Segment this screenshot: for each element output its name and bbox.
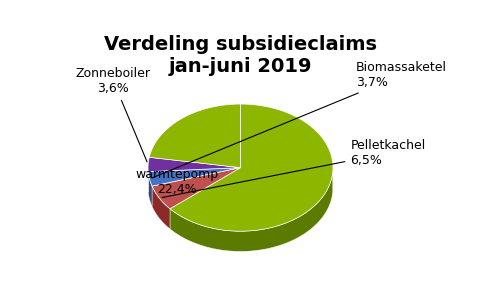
Polygon shape bbox=[149, 104, 240, 168]
Polygon shape bbox=[148, 172, 152, 206]
Polygon shape bbox=[152, 168, 240, 209]
Polygon shape bbox=[169, 172, 332, 251]
Polygon shape bbox=[152, 186, 169, 229]
Text: Pelletkachel
6,5%: Pelletkachel 6,5% bbox=[162, 139, 425, 198]
Polygon shape bbox=[169, 104, 332, 231]
Text: Biomassaketel
3,7%: Biomassaketel 3,7% bbox=[152, 61, 446, 178]
Polygon shape bbox=[148, 157, 240, 172]
Text: Zonneboiler
3,6%: Zonneboiler 3,6% bbox=[76, 67, 151, 162]
Text: Verdeling subsidieclaims
jan-juni 2019: Verdeling subsidieclaims jan-juni 2019 bbox=[104, 35, 376, 76]
Text: warmtepomp
22,4%: warmtepomp 22,4% bbox=[135, 168, 218, 196]
Polygon shape bbox=[148, 168, 240, 186]
